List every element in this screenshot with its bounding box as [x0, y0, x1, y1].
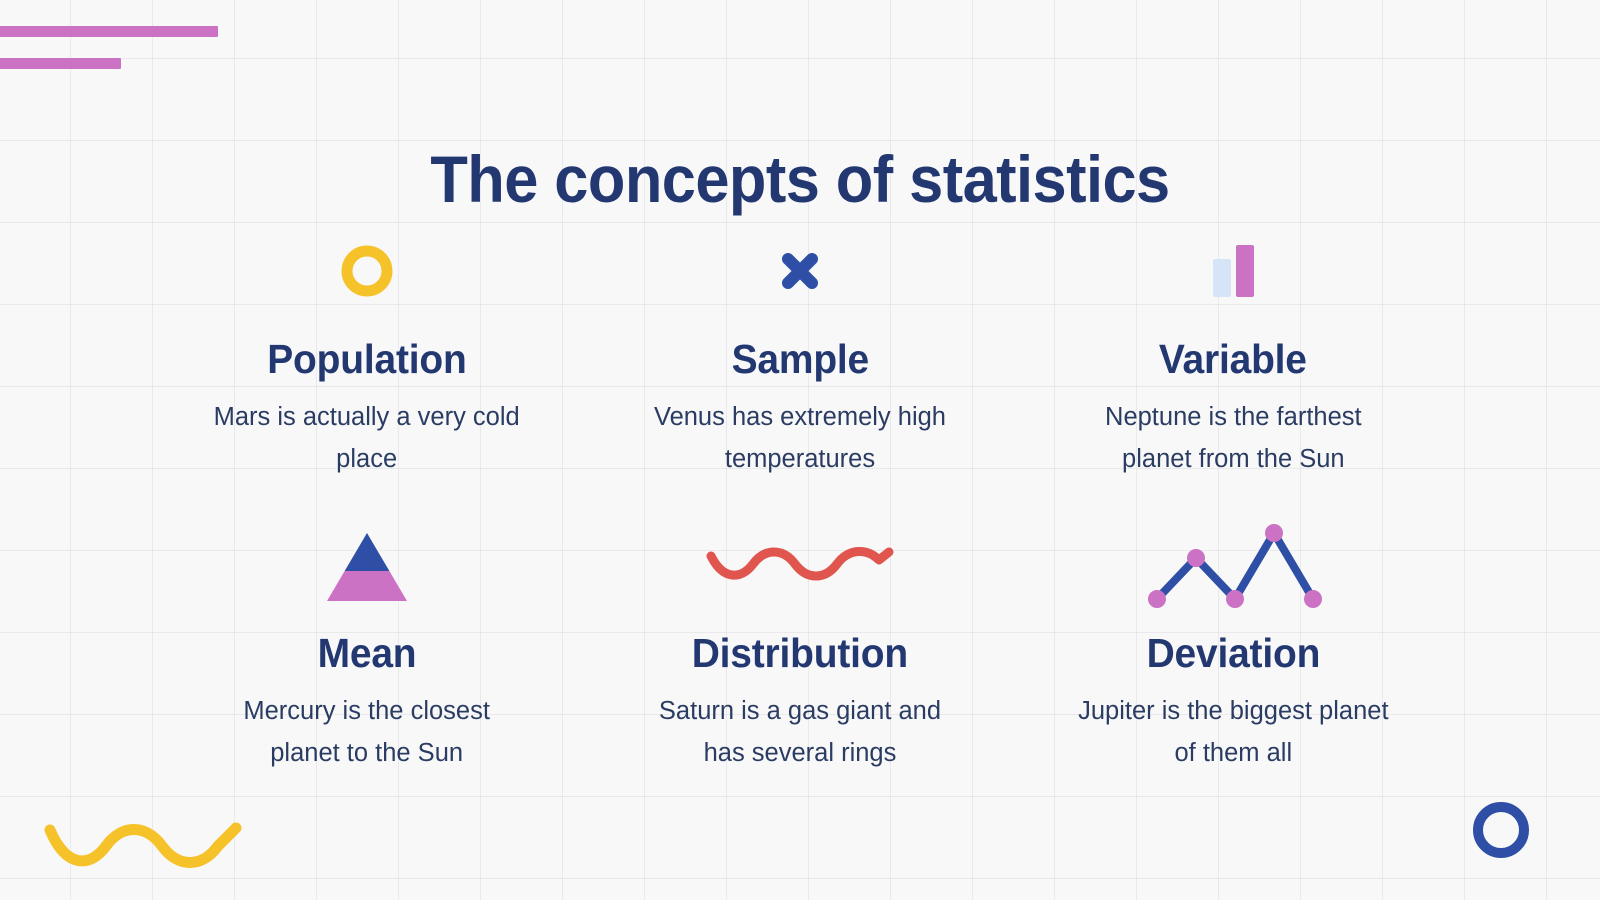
concept-icon-slot	[1205, 228, 1261, 314]
concept-body: Neptune is the farthest planet from the …	[1105, 403, 1362, 473]
pink-bar-long-decoration	[0, 26, 218, 37]
concept-heading: Variable	[1159, 336, 1308, 382]
concept-heading: Population	[266, 336, 467, 382]
circle-ring-icon	[338, 242, 396, 300]
concept-distribution: Distribution Saturn is a gas giant and h…	[583, 522, 1016, 816]
concept-body: Jupiter is the biggest planet of them al…	[1078, 697, 1389, 767]
concept-heading: Deviation	[1146, 630, 1321, 676]
concept-icon-slot	[1143, 522, 1323, 608]
yellow-wave-decoration	[40, 806, 250, 886]
concept-sample: Sample Venus has extremely high temperat…	[583, 228, 1016, 522]
concept-body: Saturn is a gas giant and has several ri…	[658, 697, 942, 767]
concept-body: Mercury is the closest planet to the Sun	[243, 697, 490, 767]
concept-icon-slot	[338, 228, 396, 314]
page-title: The concepts of statistics	[430, 142, 1170, 217]
concept-mean: Mean Mercury is the closest planet to th…	[150, 522, 583, 816]
line-chart-icon	[1143, 519, 1323, 611]
pink-bar-short-decoration	[0, 58, 121, 69]
concepts-grid: Population Mars is actually a very cold …	[150, 228, 1450, 816]
concept-heading: Distribution	[691, 630, 909, 676]
concept-deviation: Deviation Jupiter is the biggest planet …	[1017, 522, 1450, 816]
concept-population: Population Mars is actually a very cold …	[150, 228, 583, 522]
concept-heading: Sample	[731, 336, 869, 382]
concept-heading: Mean	[317, 630, 417, 676]
wave-line-icon	[705, 542, 895, 588]
concept-icon-slot	[321, 522, 413, 608]
concept-body: Mars is actually a very cold place	[213, 403, 520, 473]
bar-chart-icon	[1205, 241, 1261, 301]
concept-body: Venus has extremely high temperatures	[653, 403, 946, 473]
cross-icon	[771, 242, 829, 300]
triangle-icon	[321, 525, 413, 605]
concept-icon-slot	[705, 522, 895, 608]
concept-variable: Variable Neptune is the farthest planet …	[1017, 228, 1450, 522]
blue-ring-decoration	[1468, 797, 1534, 863]
concept-icon-slot	[771, 228, 829, 314]
